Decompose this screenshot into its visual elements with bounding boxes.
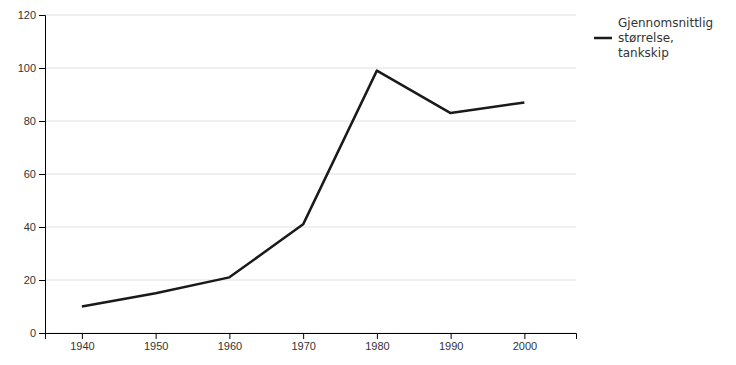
x-tick-label: 1950 (144, 340, 168, 352)
x-tick-label: 1970 (291, 340, 315, 352)
y-tick-mark (39, 174, 45, 175)
grid-line (45, 227, 576, 228)
grid (45, 15, 576, 333)
grid-line (45, 68, 576, 69)
x-tick-label: 1990 (439, 340, 463, 352)
y-axis-line (39, 16, 46, 334)
x-tick-label: 1940 (70, 340, 94, 352)
line (82, 71, 525, 307)
y-tick-label: 40 (24, 221, 36, 233)
x-tick-label: 1980 (365, 340, 389, 352)
y-tick-label: 80 (24, 115, 36, 127)
y-tick: 100 (18, 62, 45, 74)
x-tick-mark (229, 333, 230, 339)
x-tick-mark (82, 333, 83, 339)
y-tick-mark (39, 280, 45, 281)
grid-line (45, 121, 576, 122)
y-axis: 0 20 40 60 80 100 120 (18, 9, 46, 339)
y-tick-mark (39, 15, 45, 16)
grid-line (45, 280, 576, 281)
x-tick: 1960 (218, 333, 242, 352)
marks (82, 71, 525, 307)
y-tick-label: 60 (24, 168, 36, 180)
x-tick-label: 2000 (513, 340, 537, 352)
x-axis: 1940 1950 1960 1970 1980 1990 2000 (46, 333, 577, 352)
y-tick-mark (39, 333, 45, 334)
x-tick: 1970 (291, 333, 315, 352)
x-tick-mark (451, 333, 452, 339)
x-tick-mark (524, 333, 525, 339)
x-tick-label: 1960 (218, 340, 242, 352)
grid-line (45, 174, 576, 175)
x-tick: 1990 (439, 333, 463, 352)
grid-line (45, 15, 576, 16)
x-tick: 1940 (70, 333, 94, 352)
y-tick: 120 (18, 9, 45, 21)
plot: 1940 1950 1960 1970 1980 1990 2000 0 20 40 60 80 100… (18, 9, 577, 352)
x-tick-mark (303, 333, 304, 339)
x-tick: 1980 (365, 333, 389, 352)
legend-item: Gjennomsnittligstørrelse,tankskip (594, 16, 713, 60)
x-axis-line (46, 334, 577, 340)
y-tick: 80 (24, 115, 45, 127)
legend-swatch (594, 37, 612, 40)
y-tick-label: 20 (24, 274, 36, 286)
y-tick-mark (39, 68, 45, 69)
y-tick-label: 0 (30, 327, 36, 339)
y-tick-label: 100 (18, 62, 36, 74)
legend-label: Gjennomsnittligstørrelse,tankskip (618, 16, 713, 60)
y-tick-label: 120 (18, 9, 36, 21)
y-tick-mark (39, 121, 45, 122)
y-tick: 40 (24, 221, 45, 233)
y-tick: 0 (30, 327, 45, 339)
x-tick-mark (377, 333, 378, 339)
y-tick: 20 (24, 274, 45, 286)
y-tick-mark (39, 227, 45, 228)
chart: 1940 1950 1960 1970 1980 1990 2000 0 20 40 60 80 100… (0, 0, 736, 365)
x-tick-mark (156, 333, 157, 339)
y-tick: 60 (24, 168, 45, 180)
x-tick: 2000 (513, 333, 537, 352)
x-tick: 1950 (144, 333, 168, 352)
legend: Gjennomsnittligstørrelse,tankskip (594, 16, 713, 60)
